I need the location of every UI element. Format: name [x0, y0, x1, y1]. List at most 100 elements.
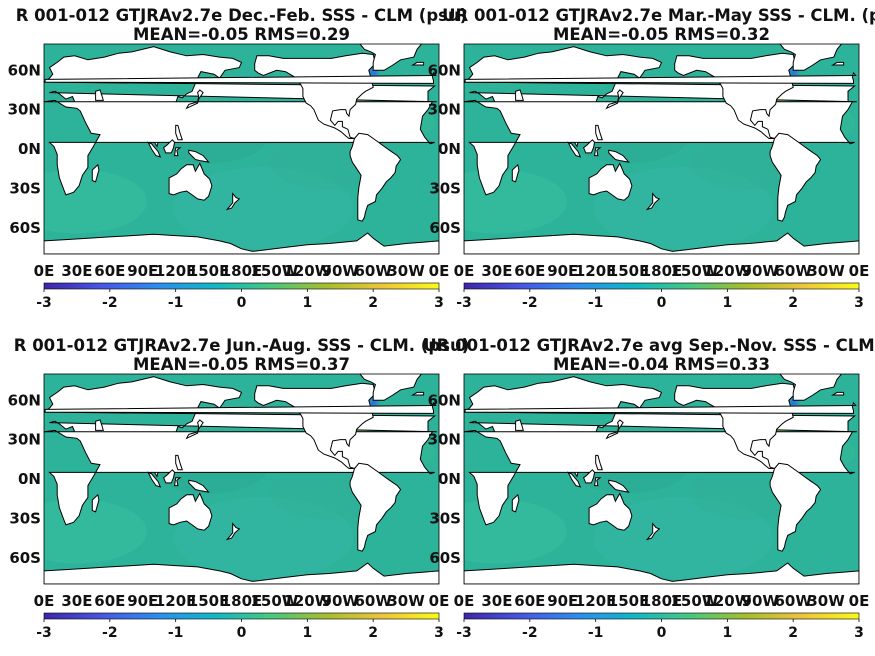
x-tick-label: 30W [387, 262, 425, 280]
y-tick-label: 0N [438, 470, 461, 488]
land-namerica [674, 382, 796, 469]
x-tick-label: 150E [188, 262, 230, 280]
x-tick-label: 30E [481, 592, 512, 610]
land-sulawesi [594, 477, 602, 487]
colorbar-tick-label: 0 [237, 295, 247, 311]
land-antarctica [464, 562, 859, 584]
x-tick-label: 0E [34, 262, 55, 280]
panel-subtitle: MEAN=-0.05 RMS=0.29 [133, 25, 350, 44]
x-tick-label: 120E [575, 592, 617, 610]
colorbar-tick-label: 2 [788, 295, 798, 311]
y-tick-label: 60N [428, 391, 461, 409]
x-tick-label: 120W [283, 592, 331, 610]
x-tick-label: 30E [481, 262, 512, 280]
colorbar-tick-label: -3 [36, 625, 52, 641]
x-tick-label: 0E [849, 592, 870, 610]
x-tick-label: 120W [283, 262, 331, 280]
land-iceland [830, 391, 845, 396]
land-greenland [359, 374, 423, 401]
land-samerica [0, 463, 6, 551]
y-tick-label: 30S [429, 179, 461, 197]
land-antarctica [44, 232, 439, 254]
colorbar-tick-label: 3 [854, 625, 864, 641]
x-tick-label: 0E [849, 262, 870, 280]
land-philippines [595, 454, 603, 471]
x-tick-label: 60E [514, 262, 545, 280]
colorbar [43, 612, 440, 620]
panel-title: UR 001-012 GTJRAv2.7e avg Sep.-Nov. SSS … [423, 336, 875, 355]
map-frame [463, 373, 860, 585]
colorbar-tick-label: -3 [36, 295, 52, 311]
land-australia [168, 162, 213, 201]
panel-subtitle: MEAN=-0.05 RMS=0.37 [133, 355, 350, 374]
y-tick-label: 60N [8, 391, 41, 409]
land-borneo [162, 139, 176, 154]
land-uk [464, 401, 857, 414]
y-tick-label: 0N [438, 140, 461, 158]
y-tick-label: 60S [9, 549, 41, 567]
x-tick-label: 150W [670, 592, 718, 610]
x-tick-label: 150E [608, 262, 650, 280]
land-sulawesi [174, 147, 182, 157]
colorbar-tick-label: -3 [456, 625, 472, 641]
land-borneo [582, 139, 596, 154]
map-panel-1: R 001-012 GTJRAv2.7e Dec.-Feb. SSS - CLM… [8, 6, 468, 311]
x-tick-label: 90W [322, 592, 360, 610]
colorbar-tick-label: 2 [368, 625, 378, 641]
land-iceland [410, 61, 425, 66]
land-japan [185, 419, 204, 440]
map-panel-4: UR 001-012 GTJRAv2.7e avg Sep.-Nov. SSS … [423, 336, 875, 641]
y-tick-label: 60S [429, 549, 461, 567]
land-borneo [162, 469, 176, 484]
land-samerica [349, 462, 402, 552]
x-tick-label: 150W [670, 262, 718, 280]
colorbar-tick-label: 0 [657, 295, 667, 311]
panel-title: UR 001-012 GTJRAv2.7e Mar.-May SSS - CLM… [442, 6, 875, 25]
colorbar-tick-label: 2 [368, 295, 378, 311]
colorbar-tick-label: 0 [657, 625, 667, 641]
land-iceland [410, 391, 425, 396]
y-tick-label: 30S [9, 509, 41, 527]
colorbar [463, 282, 860, 290]
x-tick-label: 30E [61, 262, 92, 280]
panel-title: R 001-012 GTJRAv2.7e Jun.-Aug. SSS - CLM… [14, 336, 470, 355]
x-tick-label: 30W [807, 262, 845, 280]
land-madagascar [511, 493, 520, 513]
land-greenland [359, 44, 423, 71]
land-madagascar [511, 163, 520, 183]
land-samerica [349, 132, 402, 222]
y-tick-label: 30N [428, 431, 461, 449]
land-philippines [595, 124, 603, 141]
land-newguinea [188, 149, 210, 163]
x-tick-label: 60E [514, 592, 545, 610]
x-tick-label: 150E [188, 592, 230, 610]
colorbar-tick-label: 2 [788, 625, 798, 641]
y-tick-label: 0N [18, 140, 41, 158]
x-tick-label: 150W [250, 592, 298, 610]
land-samerica [769, 462, 822, 552]
x-tick-label: 30W [807, 592, 845, 610]
land-namerica [254, 52, 376, 139]
land-madagascar [91, 493, 100, 513]
land-australia [588, 162, 633, 201]
x-tick-label: 180E [641, 592, 683, 610]
land-philippines [175, 124, 183, 141]
y-tick-label: 30S [9, 179, 41, 197]
x-tick-label: 0E [454, 262, 475, 280]
colorbar-tick-label: 3 [854, 295, 864, 311]
y-tick-label: 60S [9, 219, 41, 237]
colorbar-tick-label: -2 [522, 295, 538, 311]
y-tick-label: 60S [429, 219, 461, 237]
x-tick-label: 90E [127, 262, 158, 280]
colorbar-tick-label: -1 [588, 295, 604, 311]
land-newguinea [608, 149, 630, 163]
panel-subtitle: MEAN=-0.04 RMS=0.33 [553, 355, 770, 374]
land-caspian_w [95, 419, 104, 431]
land-japan [605, 419, 624, 440]
y-tick-label: 30S [429, 509, 461, 527]
x-tick-label: 120E [155, 262, 197, 280]
colorbar-tick-label: -1 [588, 625, 604, 641]
x-tick-label: 60W [354, 262, 392, 280]
map-frame [463, 43, 860, 255]
